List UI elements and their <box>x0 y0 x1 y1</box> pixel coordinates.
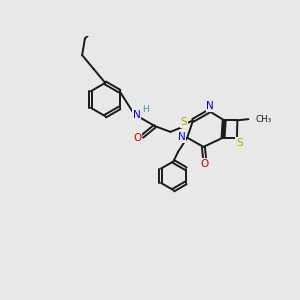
Text: N: N <box>133 110 140 119</box>
Text: O: O <box>200 158 209 169</box>
Text: N: N <box>178 132 186 142</box>
Text: S: S <box>236 138 242 148</box>
Text: S: S <box>181 117 187 128</box>
Text: CH₃: CH₃ <box>256 115 272 124</box>
Text: N: N <box>206 101 214 112</box>
Text: H: H <box>142 105 148 114</box>
Text: O: O <box>134 133 142 142</box>
